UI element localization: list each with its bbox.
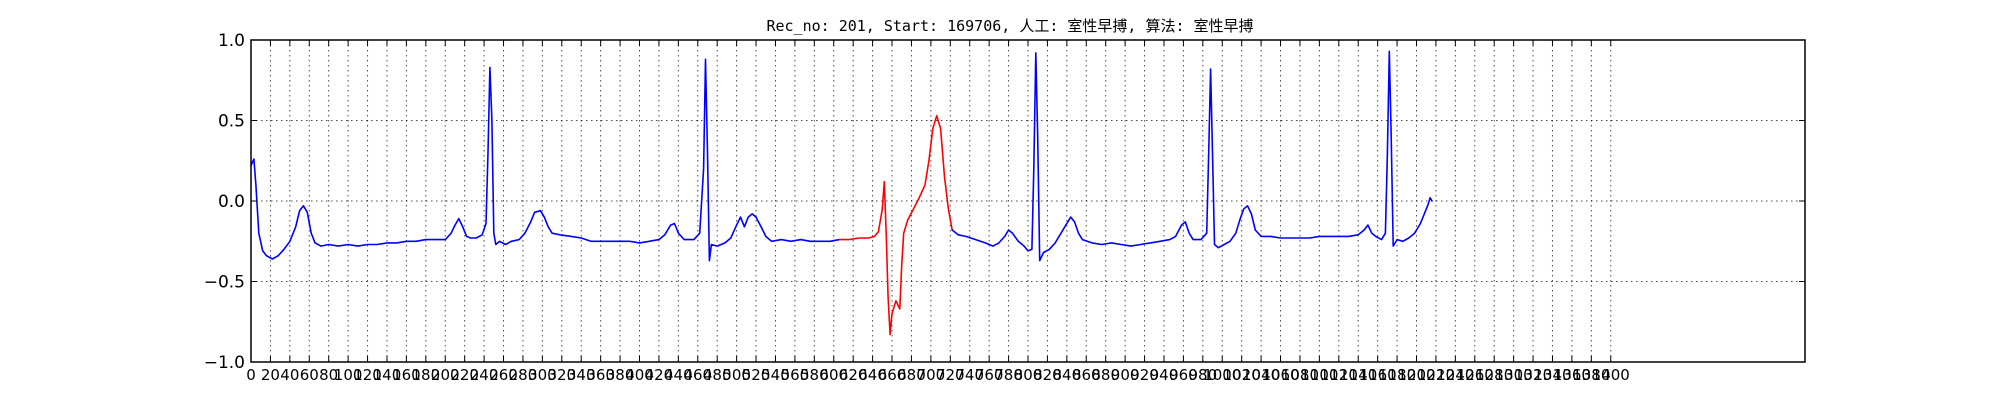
x-tick-label: 200 [431, 366, 460, 384]
x-tick-label: 120 [353, 366, 382, 384]
x-tick-label: 500 [722, 366, 751, 384]
x-tick-label: 660 [878, 366, 907, 384]
x-tick-label: 560 [781, 366, 810, 384]
x-tick-label: 1240 [1436, 366, 1474, 384]
x-tick-label: 1140 [1339, 366, 1377, 384]
x-tick-label: 1200 [1397, 366, 1435, 384]
x-tick-label: 540 [761, 366, 790, 384]
x-tick-label: 1040 [1242, 366, 1280, 384]
x-tick-label: 1220 [1417, 366, 1455, 384]
x-tick-label: 1300 [1495, 366, 1533, 384]
x-tick-label: 1100 [1300, 366, 1338, 384]
x-tick-label: 900 [1111, 366, 1140, 384]
x-tick-label: 740 [955, 366, 984, 384]
x-tick-label: 980 [1189, 366, 1218, 384]
x-tick-label: 460 [683, 366, 712, 384]
x-tick-label: 1400 [1592, 366, 1630, 384]
x-tick-label: 380 [606, 366, 635, 384]
x-tick-label: 1280 [1475, 366, 1513, 384]
x-tick-label: 960 [1169, 366, 1198, 384]
x-tick-label: 220 [450, 366, 479, 384]
x-tick-label: 920 [1130, 366, 1159, 384]
x-tick-label: 680 [897, 366, 926, 384]
x-tick-label: 1080 [1281, 366, 1319, 384]
x-tick-label: 260 [489, 366, 518, 384]
x-tick-label: 1320 [1514, 366, 1552, 384]
y-tick-label: −0.5 [204, 273, 245, 293]
x-tick-label: 1060 [1261, 366, 1299, 384]
x-axis-ticks: 0 20 40 60 801001201401601802002202402602803… [246, 40, 1630, 384]
x-tick-label: 780 [994, 366, 1023, 384]
x-tick-label: 1340 [1533, 366, 1571, 384]
x-tick-label: 0 [246, 366, 256, 384]
x-tick-label: 800 [1014, 366, 1043, 384]
x-tick-label: 300 [528, 366, 557, 384]
x-tick-label: 1180 [1378, 366, 1416, 384]
x-tick-label: 1380 [1572, 366, 1610, 384]
x-tick-label: 480 [703, 366, 732, 384]
x-tick-label: 240 [470, 366, 499, 384]
chart-title: Rec_no: 201, Start: 169706, 人工: 室性早搏, 算法… [766, 17, 1253, 35]
y-tick-label: −1.0 [204, 353, 245, 373]
x-tick-label: 280 [509, 366, 538, 384]
x-tick-label: 620 [839, 366, 868, 384]
x-tick-label: 160 [392, 366, 421, 384]
x-tick-label: 1020 [1223, 366, 1261, 384]
y-tick-label: 0.0 [218, 192, 245, 212]
x-tick-label: 340 [567, 366, 596, 384]
x-tick-label: 1260 [1456, 366, 1494, 384]
series-line-2 [951, 50, 1433, 262]
x-tick-label: 360 [586, 366, 615, 384]
x-tick-label: 320 [547, 366, 576, 384]
x-tick-label: 600 [819, 366, 848, 384]
x-tick-label: 520 [742, 366, 771, 384]
x-tick-label: 440 [664, 366, 693, 384]
y-axis-ticks: −1.0 −0.5 0.0 0.5 1.0 [204, 31, 1805, 373]
grid-lines [251, 40, 1805, 362]
x-tick-label: 580 [800, 366, 829, 384]
x-tick-label: 880 [1091, 366, 1120, 384]
x-tick-label: 400 [625, 366, 654, 384]
x-tick-label: 1000 [1203, 366, 1241, 384]
y-tick-label: 1.0 [218, 31, 245, 51]
x-tick-label: 760 [975, 366, 1004, 384]
x-tick-label: 640 [858, 366, 887, 384]
series-line-highlight [838, 114, 954, 336]
x-tick-label: 180 [412, 366, 441, 384]
x-tick-label: 100 [334, 366, 363, 384]
x-tick-label: 1120 [1320, 366, 1358, 384]
x-tick-label: 40 [280, 366, 299, 384]
y-tick-label: 0.5 [218, 112, 245, 132]
series-line-0 [250, 58, 841, 262]
x-tick-label: 60 [300, 366, 319, 384]
x-tick-label: 720 [936, 366, 965, 384]
x-tick-label: 940 [1150, 366, 1179, 384]
x-tick-label: 700 [917, 366, 946, 384]
x-tick-label: 420 [645, 366, 674, 384]
x-tick-label: 860 [1072, 366, 1101, 384]
x-tick-label: 1160 [1359, 366, 1397, 384]
x-tick-label: 1360 [1553, 366, 1591, 384]
series-layer [250, 50, 1433, 336]
x-tick-label: 820 [1033, 366, 1062, 384]
x-tick-label: 140 [373, 366, 402, 384]
x-tick-label: 20 [261, 366, 280, 384]
x-tick-label: 80 [319, 366, 338, 384]
x-tick-label: 840 [1053, 366, 1082, 384]
